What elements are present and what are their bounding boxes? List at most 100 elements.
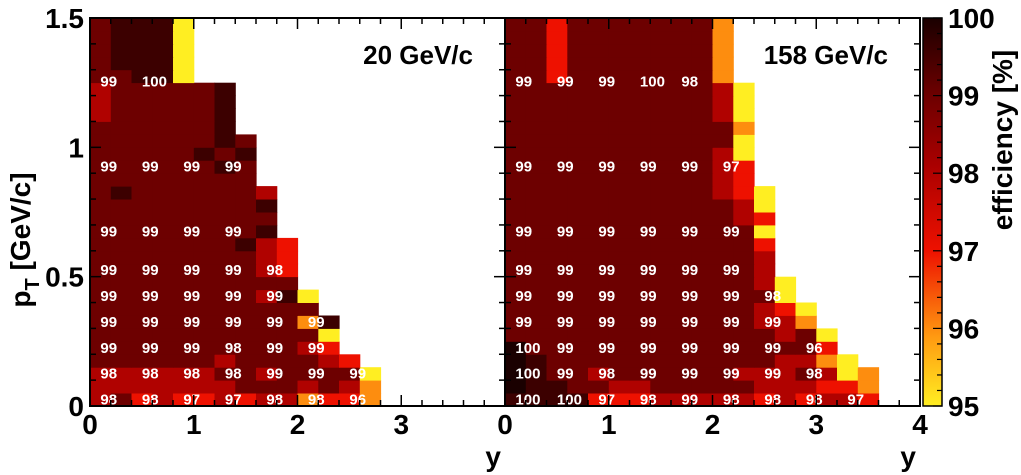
cell-value-label: 99 xyxy=(142,288,159,305)
heatmap-cell xyxy=(256,276,278,291)
heatmap-cell xyxy=(712,186,734,200)
heatmap-cell xyxy=(588,134,610,148)
heatmap-cell xyxy=(546,276,568,291)
heatmap-cell xyxy=(608,276,631,291)
cell-value-label: 99 xyxy=(681,366,698,383)
heatmap-cell xyxy=(816,380,838,394)
heatmap-cell xyxy=(359,367,382,381)
heatmap-cell xyxy=(712,173,734,187)
heatmap-cell xyxy=(214,134,236,148)
heatmap-cell xyxy=(733,186,755,200)
heatmap-cell xyxy=(505,134,527,148)
heatmap-cell xyxy=(567,250,589,265)
heatmap-cell xyxy=(608,69,631,84)
cell-value-label: 99 xyxy=(557,73,574,90)
heatmap-cell xyxy=(276,380,299,394)
cell-value-label: 99 xyxy=(225,262,242,279)
panel-title: 158 GeV/c xyxy=(764,40,888,70)
heatmap-cell xyxy=(733,341,755,355)
heatmap-cell xyxy=(131,43,153,58)
heatmap-cell xyxy=(173,212,195,226)
heatmap-cell xyxy=(546,134,568,148)
heatmap-cell xyxy=(235,367,257,381)
heatmap-cell xyxy=(588,30,610,45)
heatmap-cell xyxy=(567,147,589,161)
cell-value-label: 98 xyxy=(142,392,159,409)
heatmap-cell xyxy=(110,315,133,329)
heatmap-cell xyxy=(235,380,257,394)
panel-title: 20 GeV/c xyxy=(363,40,473,70)
cell-value-label: 99 xyxy=(266,314,283,331)
heatmap-cell xyxy=(525,212,548,226)
heatmap-cell xyxy=(152,380,174,394)
heatmap-cell xyxy=(152,30,174,45)
heatmap-cell xyxy=(691,147,714,161)
heatmap-cell xyxy=(671,341,693,355)
heatmap-cell xyxy=(235,354,257,368)
heatmap-cell xyxy=(276,250,299,265)
heatmap-cell xyxy=(691,69,714,84)
heatmap-cell xyxy=(318,354,340,368)
heatmap-cell xyxy=(235,134,257,148)
cell-value-label: 99 xyxy=(100,262,117,279)
heatmap-cell xyxy=(691,393,714,407)
heatmap-cell xyxy=(90,30,112,45)
heatmap-cell xyxy=(525,95,548,109)
heatmap-cell xyxy=(256,212,278,226)
heatmap-cell xyxy=(567,82,589,97)
heatmap-cell xyxy=(131,276,153,291)
heatmap-cell xyxy=(173,289,195,303)
heatmap-cell xyxy=(214,263,236,278)
heatmap-cell xyxy=(214,121,236,135)
heatmap-cell xyxy=(525,315,548,329)
heatmap-cell xyxy=(567,263,589,278)
heatmap-cell xyxy=(525,43,548,58)
heatmap-cell xyxy=(110,276,133,291)
heatmap-cell xyxy=(214,160,236,174)
heatmap-cell xyxy=(671,367,693,381)
heatmap-cell xyxy=(754,224,776,239)
heatmap-cell xyxy=(525,69,548,84)
heatmap-cell xyxy=(691,199,714,213)
heatmap-cell xyxy=(629,367,651,381)
heatmap-cell xyxy=(505,160,527,174)
heatmap-cell xyxy=(712,302,734,316)
cell-value-label: 99 xyxy=(100,314,117,331)
heatmap-cell xyxy=(90,250,112,265)
heatmap-cell xyxy=(131,30,153,45)
heatmap-cell xyxy=(733,147,755,161)
heatmap-cell xyxy=(173,250,195,265)
cell-value-label: 99 xyxy=(183,288,200,305)
heatmap-cell xyxy=(733,393,755,407)
heatmap-cell xyxy=(567,199,589,213)
heatmap-cell xyxy=(235,173,257,187)
heatmap-cell xyxy=(505,276,527,291)
heatmap-cell xyxy=(256,341,278,355)
heatmap-cell xyxy=(671,160,693,174)
heatmap-cell xyxy=(214,250,236,265)
heatmap-cell xyxy=(173,354,195,368)
heatmap-cell xyxy=(193,147,216,161)
heatmap-cell xyxy=(629,315,651,329)
cell-value-label: 99 xyxy=(681,288,698,305)
heatmap-cell xyxy=(193,95,216,109)
heatmap-cell xyxy=(650,56,672,71)
heatmap-cell xyxy=(297,341,319,355)
heatmap-cell xyxy=(546,160,568,174)
heatmap-cell xyxy=(567,302,589,316)
heatmap-cell xyxy=(754,186,776,200)
heatmap-cell xyxy=(235,199,257,213)
heatmap-cell xyxy=(90,160,112,174)
heatmap-cell xyxy=(110,69,133,84)
heatmap-cell xyxy=(110,199,133,213)
heatmap-cell xyxy=(712,43,734,58)
heatmap-cell xyxy=(276,393,299,407)
heatmap-cell xyxy=(629,18,651,32)
heatmap-cell xyxy=(525,237,548,252)
heatmap-cell xyxy=(712,315,734,329)
heatmap-cell xyxy=(629,263,651,278)
heatmap-cell xyxy=(608,224,631,239)
heatmap-cell xyxy=(90,393,112,407)
cell-value-label: 99 xyxy=(225,223,242,240)
heatmap-cell xyxy=(629,276,651,291)
